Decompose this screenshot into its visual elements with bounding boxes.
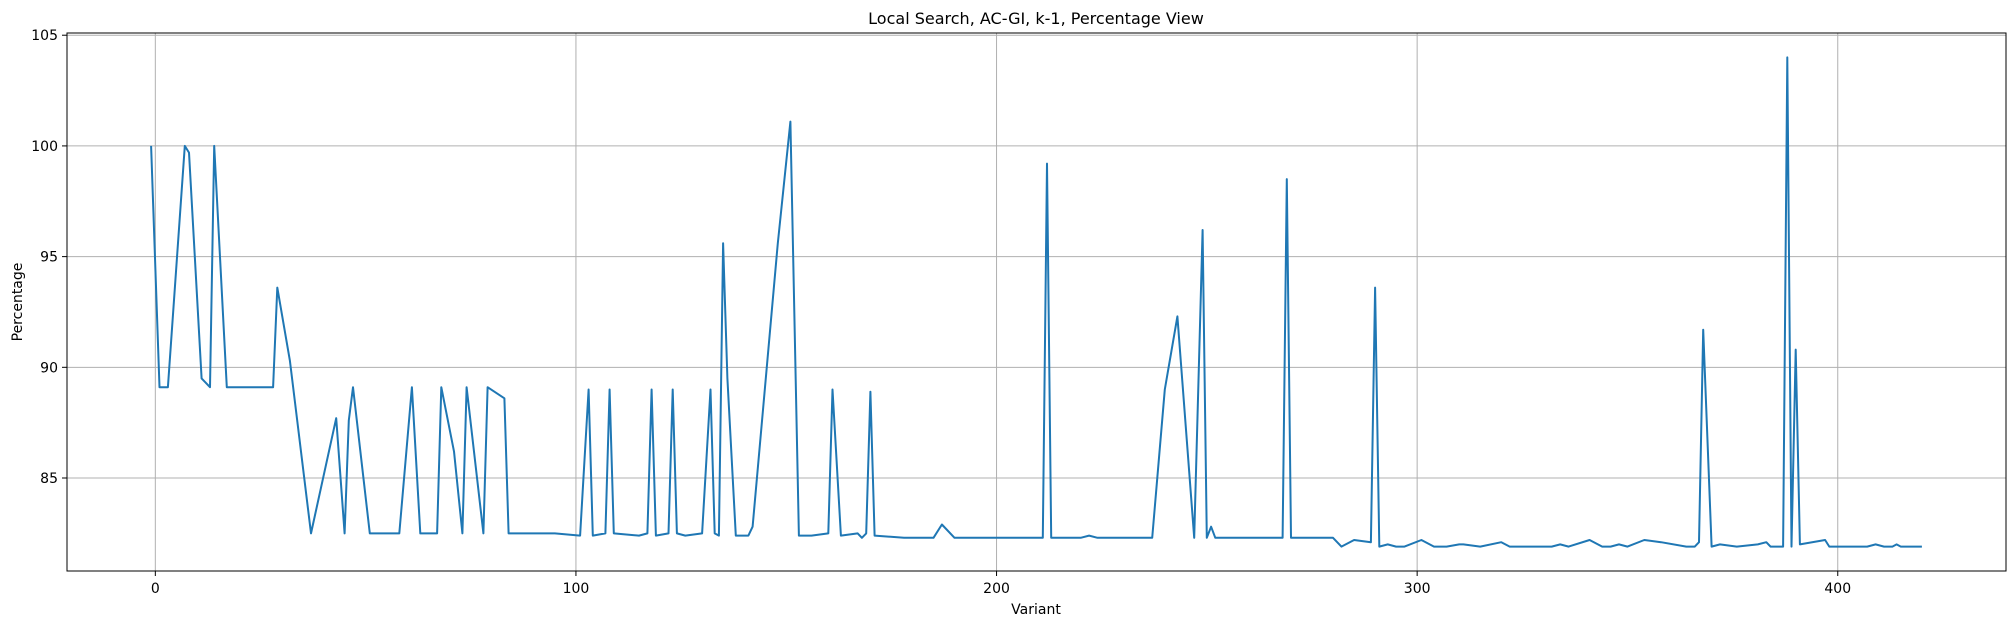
plot-frame xyxy=(66,32,2007,572)
y-axis: 85 90 95 100 105 xyxy=(31,28,67,487)
y-tick-label: 95 xyxy=(40,250,58,266)
y-tick-label: 85 xyxy=(40,471,58,487)
series-layer xyxy=(150,56,1922,548)
series-line xyxy=(150,56,1922,548)
y-axis-label: Percentage xyxy=(10,263,26,342)
x-axis-label: Variant xyxy=(1011,602,1061,618)
y-tick-label: 90 xyxy=(40,360,58,376)
x-axis: 0 100 200 300 400 xyxy=(151,571,1851,597)
x-tick-label: 0 xyxy=(151,581,160,597)
x-tick-label: 100 xyxy=(563,581,590,597)
x-tick-label: 300 xyxy=(1404,581,1431,597)
chart-title: Local Search, AC-GI, k-1, Percentage Vie… xyxy=(868,9,1204,28)
x-tick-label: 200 xyxy=(983,581,1010,597)
grid xyxy=(67,33,2006,571)
x-tick-label: 400 xyxy=(1824,581,1851,597)
y-tick-label: 105 xyxy=(31,28,58,44)
y-tick-label: 100 xyxy=(31,139,58,155)
